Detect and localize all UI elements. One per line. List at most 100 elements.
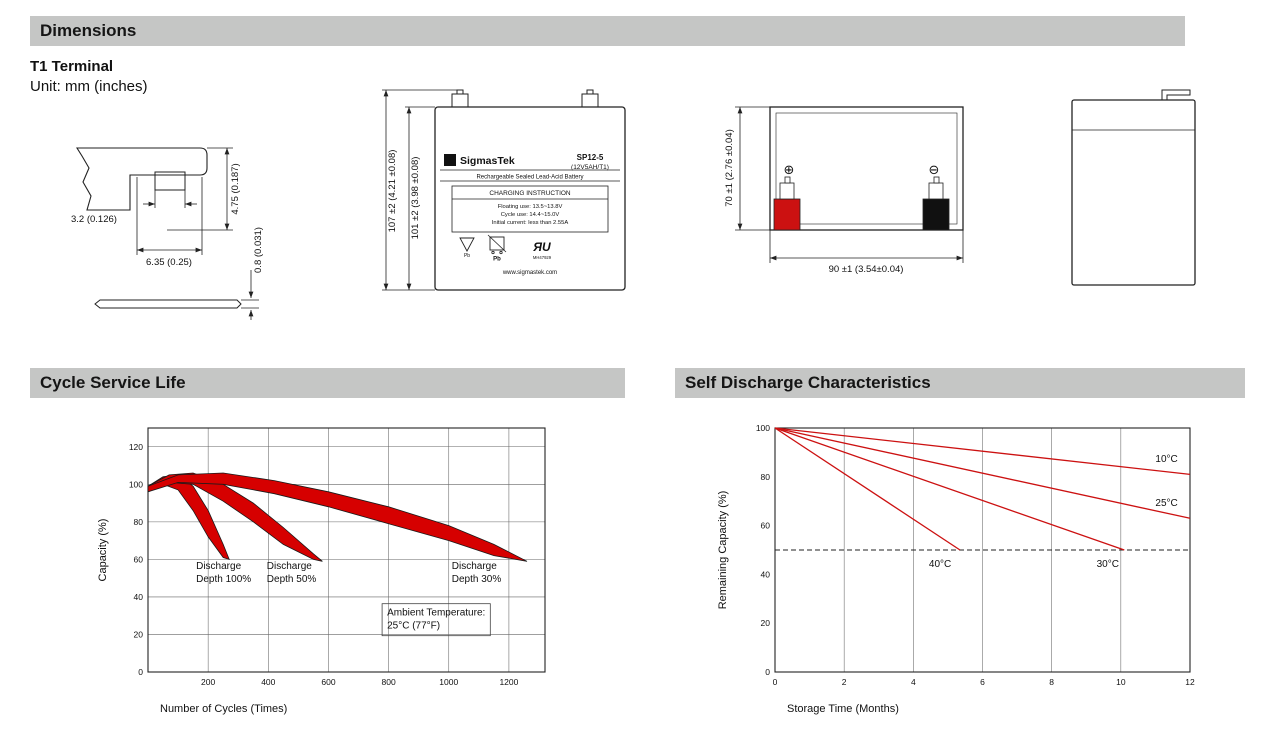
x-tick-1200: 1200 [499, 677, 518, 687]
annotation-label-depth-30: Discharge Depth 30% [452, 561, 502, 585]
terminal-slot [154, 171, 186, 191]
charging-line-cycle: Cycle use: 14.4~15.0V [501, 212, 560, 218]
charging-instruction-title: CHARGING INSTRUCTION [489, 190, 571, 197]
series-label-temp-25c: 25°C [1155, 498, 1177, 509]
negative-symbol: ⊖ [929, 162, 940, 177]
y-tick-100: 100 [756, 423, 770, 433]
self-discharge-chart: 0 2 4 6 8 10 12 0 20 40 60 80 100 10°C 25°C 30°C 40°C Sto… [717, 423, 1195, 715]
terminal-blade-top-view [94, 299, 242, 309]
y-axis-label: Capacity (%) [97, 519, 109, 582]
top-view-inner-outline [775, 112, 958, 225]
y-tick-120: 120 [129, 442, 143, 452]
bin-pb-text: Pb [493, 257, 501, 263]
side-view-drawing [1071, 89, 1196, 286]
x-tick-400: 400 [261, 677, 275, 687]
y-tick-0: 0 [765, 667, 770, 677]
terminal-detail-drawing: 4.75 (0.187) 3.2 (0.126) 6.35 (0.25) 0.8… [71, 147, 264, 320]
recycle-pb-text: Pb [464, 253, 470, 259]
svg-text:Depth 100%: Depth 100% [196, 574, 251, 585]
front-view-drawing: Σ SigmasTek SP12-5 (12V5AH/T1) Rechargea… [382, 89, 626, 291]
y-tick-80: 80 [134, 517, 144, 527]
spec-text: (12V5AH/T1) [571, 164, 609, 171]
top-view-case-outline [769, 106, 964, 231]
x-tick-8: 8 [1049, 677, 1054, 687]
svg-text:25°C (77°F): 25°C (77°F) [387, 621, 440, 632]
series-label-temp-30c: 30°C [1097, 559, 1119, 570]
y-tick-0: 0 [138, 667, 143, 677]
side-view-body [1071, 99, 1196, 286]
x-tick-12: 12 [1185, 677, 1195, 687]
x-axis-label: Number of Cycles (Times) [160, 703, 287, 715]
y-tick-40: 40 [134, 592, 144, 602]
svg-text:Discharge: Discharge [452, 561, 497, 572]
front-body-height-dimension: 101 ±2 (3.98 ±0.08) [405, 106, 435, 290]
terminal-type-label: T1 Terminal [30, 58, 114, 75]
terminal-width-dim-text: 6.35 (0.25) [146, 257, 192, 268]
front-terminals [451, 89, 599, 108]
x-tick-4: 4 [911, 677, 916, 687]
charging-instruction-box [451, 185, 609, 233]
svg-text:Discharge: Discharge [267, 561, 312, 572]
negative-terminal-tab [928, 176, 944, 200]
unit-label: Unit: mm (inches) [30, 78, 148, 95]
section-header-self-discharge: Self Discharge Characteristics [675, 368, 1245, 398]
series-temp-10c [774, 427, 1191, 476]
case-height-dimension: 70 ±1 (2.76 ±0.04) [724, 106, 770, 231]
svg-text:Depth 50%: Depth 50% [267, 574, 317, 585]
svg-text:Discharge: Discharge [196, 561, 241, 572]
front-body-height-text: 101 ±2 (3.98 ±0.08) [410, 157, 421, 240]
front-body [434, 106, 626, 291]
positive-terminal-tab [779, 176, 795, 200]
positive-terminal-marker [773, 198, 801, 231]
x-tick-1000: 1000 [439, 677, 458, 687]
top-view-drawing: ⊕ ⊖ 70 ±1 (2.76 ±0.04) 90 ±1 (3.54±0.04) [724, 106, 964, 275]
section-header-cycle-service-life: Cycle Service Life [30, 368, 625, 398]
y-axis-label: Remaining Capacity (%) [717, 491, 729, 610]
y-tick-100: 100 [129, 479, 143, 489]
y-tick-40: 40 [761, 569, 771, 579]
case-width-text: 90 ±1 (3.54±0.04) [829, 264, 904, 275]
model-text: SP12-5 [577, 153, 604, 162]
charging-line-initial: Initial current: less than 2.55A [492, 220, 569, 226]
x-tick-200: 200 [201, 677, 215, 687]
series-temp-25c [774, 427, 1191, 519]
band-discharge-depth-30 [147, 472, 528, 562]
series-label-temp-40c: 40°C [929, 559, 951, 570]
website-text: www.sigmastek.com [502, 270, 557, 276]
sigma-logo-box [444, 154, 456, 166]
terminal-slot-dimension: 3.2 (0.126) [71, 190, 197, 225]
x-tick-0: 0 [773, 677, 778, 687]
crossed-bin-pb-icon: Pb [487, 234, 507, 263]
svg-text:Depth 30%: Depth 30% [452, 574, 502, 585]
terminal-width-dimension: 6.35 (0.25) [136, 177, 203, 268]
ul-mark-text: ЯU [532, 240, 551, 254]
annotation-label-depth-100: Discharge Depth 100% [196, 561, 251, 585]
terminal-slot-dim-text: 3.2 (0.126) [71, 214, 117, 225]
battery-label: Σ SigmasTek SP12-5 (12V5AH/T1) Rechargea… [440, 153, 620, 276]
plot-border [147, 427, 546, 673]
brand-text: SigmasTek [460, 155, 515, 167]
cycle-service-life-chart: 200 400 600 800 1000 1200 0 20 40 60 80 100 120 Disch… [97, 427, 546, 715]
x-tick-2: 2 [842, 677, 847, 687]
positive-symbol: ⊕ [784, 162, 795, 177]
ul-recognized-icon: ЯU MH47929 [532, 240, 551, 260]
series-label-temp-10c: 10°C [1155, 454, 1177, 465]
x-tick-10: 10 [1116, 677, 1126, 687]
annotation-label-depth-50: Discharge Depth 50% [267, 561, 317, 585]
side-view-terminal-tab [1161, 89, 1191, 100]
y-tick-60: 60 [761, 521, 771, 531]
terminal-thickness-dim-text: 0.8 (0.031) [253, 227, 264, 273]
series-temp-40c [774, 427, 961, 551]
label-subtitle: Rechargeable Sealed Lead-Acid Battery [476, 175, 583, 181]
y-tick-60: 60 [134, 554, 144, 564]
negative-terminal-marker [922, 198, 950, 231]
x-tick-600: 600 [321, 677, 335, 687]
x-tick-800: 800 [382, 677, 396, 687]
x-axis-label: Storage Time (Months) [787, 703, 899, 715]
annotation-ambient-note: Ambient Temperature: 25°C (77°F) [381, 603, 491, 637]
front-total-height-dimension: 107 ±2 (4.21 ±0.08) [382, 89, 457, 291]
terminal-height-dimension: 4.75 (0.187) [167, 147, 241, 231]
recycle-pb-icon: Pb [459, 237, 475, 259]
y-tick-20: 20 [761, 618, 771, 628]
terminal-blade-thickness: 0.8 (0.031) [94, 227, 264, 320]
